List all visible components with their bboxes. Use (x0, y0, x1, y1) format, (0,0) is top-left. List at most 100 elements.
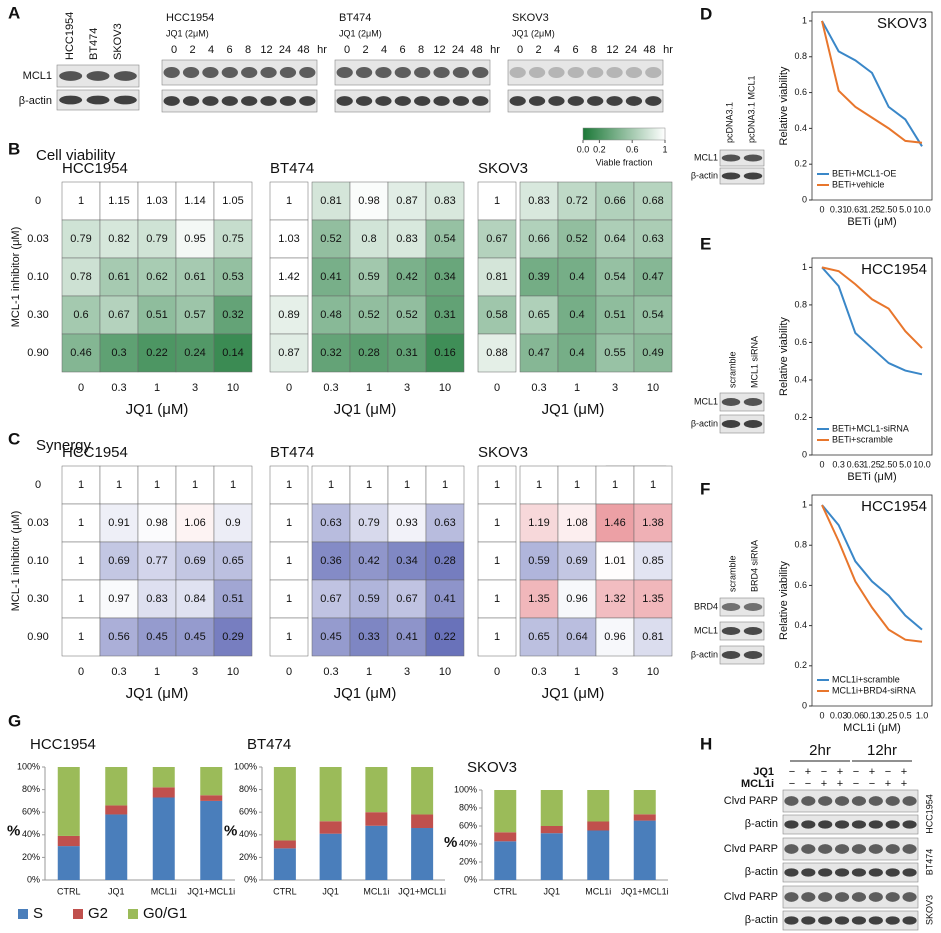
heatmap-cell (387, 503, 427, 543)
blot-band (375, 96, 392, 106)
heatmap-cell (99, 465, 139, 505)
y-tick-label: 0.30 (27, 309, 48, 321)
x-tick-label: 2.50 (880, 459, 898, 469)
cell-value: 0.28 (434, 555, 455, 567)
blot-band (784, 796, 799, 806)
cell-value: 1 (286, 631, 292, 643)
bar-segment (200, 795, 223, 801)
data-line (821, 20, 923, 144)
x-tick-label: MCL1i (151, 886, 177, 896)
cell-value: 0.42 (396, 271, 417, 283)
bar-segment (411, 814, 434, 829)
cell-value: 1.05 (222, 195, 243, 207)
cell-value: 0.51 (604, 309, 625, 321)
cell-value: 0.63 (642, 233, 663, 245)
blot-membrane (507, 59, 664, 86)
cell-value: 1 (328, 479, 334, 491)
treatment-sign: + (837, 778, 843, 790)
heatmap-cell (137, 295, 177, 335)
cell-value: 0.83 (434, 195, 455, 207)
heatmap-cell (633, 219, 673, 259)
heatmap-cell (477, 181, 517, 221)
blot-band (414, 67, 431, 78)
colorbar-label: Viable fraction (596, 157, 653, 167)
time-label: 8 (418, 44, 424, 56)
cell-value: 0.98 (358, 195, 379, 207)
cell-value: 1 (494, 517, 500, 529)
y-tick-label: 80% (22, 784, 40, 794)
data-line (821, 20, 923, 147)
x-axis-label: JQ1 (μM) (542, 685, 605, 702)
time-label: 6 (226, 44, 232, 56)
cell-value: 0.83 (528, 195, 549, 207)
time-label: 8 (245, 44, 251, 56)
cell-value: 0.4 (569, 309, 584, 321)
time-label: 0 (517, 44, 523, 56)
blot-band (818, 916, 833, 925)
cell-value: 1 (230, 479, 236, 491)
blot-band (834, 892, 850, 902)
blot-title: SKOV3 (512, 12, 549, 24)
y-tick-label: 0.8 (794, 299, 807, 309)
bar-segment (273, 840, 296, 849)
heatmap-cell (175, 295, 215, 335)
blot-band (801, 916, 816, 925)
heatmap-cell (311, 465, 351, 505)
row-label: Clvd PARP (724, 891, 778, 903)
blot-band (202, 96, 219, 106)
heatmap-cell (175, 617, 215, 657)
blot-band (851, 820, 867, 829)
cell-value: 0.34 (434, 271, 455, 283)
cell-value: 0.41 (434, 593, 455, 605)
bar-segment (105, 814, 128, 880)
y-tick-label: 0.2 (794, 660, 807, 670)
blot-title: BT474 (339, 12, 371, 24)
heatmap-cell (519, 333, 559, 373)
heatmap-cell (137, 465, 177, 505)
cell-value: 0.77 (146, 555, 167, 567)
blot-band (279, 67, 297, 78)
x-tick-label: JQ1+MCL1i (621, 886, 669, 896)
blot-band (260, 67, 277, 78)
treatment-sign: − (821, 766, 827, 778)
cell-value: 1 (78, 593, 84, 605)
heatmap-cell (557, 541, 597, 581)
treatment-sign: − (853, 778, 859, 790)
bar-segment (152, 787, 175, 798)
panel-letter: D (700, 4, 712, 23)
bar-segment (57, 846, 80, 880)
heatmap-cell (175, 333, 215, 373)
time-label: 12hr (867, 742, 897, 759)
row-label: MCL1 (694, 625, 718, 635)
heatmap-cell (425, 257, 465, 297)
cell-value: 1 (154, 479, 160, 491)
x-tick-label: 3 (192, 382, 198, 394)
heatmap-cell (213, 503, 253, 543)
bar-segment (57, 767, 80, 836)
row-label: BRD4 (694, 601, 718, 611)
x-tick-label: 1 (154, 382, 160, 394)
heatmap-cell (519, 465, 559, 505)
x-tick-label: 1.25 (863, 459, 881, 469)
cell-value: 0.84 (184, 593, 205, 605)
x-tick-label: 0.31 (830, 204, 848, 214)
x-tick-label: 0.3 (111, 666, 126, 678)
y-tick-label: 0 (802, 194, 807, 204)
heatmap-cell (61, 333, 101, 373)
heatmap-cell (477, 541, 517, 581)
cell-value: 0.91 (108, 517, 129, 529)
blot-band (868, 892, 883, 902)
heatmap-cell (477, 257, 517, 297)
cell-value: 0.82 (108, 233, 129, 245)
cell-value: 1 (286, 593, 292, 605)
heatmap-cell (269, 219, 309, 259)
cell-value: 0.53 (222, 271, 243, 283)
y-tick-label: 0.8 (794, 51, 807, 61)
lane-label: pcDNA3.1 (724, 102, 734, 143)
blot-band (452, 96, 470, 106)
heatmap-cell (477, 579, 517, 619)
heatmap-cell (425, 541, 465, 581)
blot-band (721, 603, 741, 611)
heatmap-cell (61, 465, 101, 505)
cell-value: 0.49 (642, 347, 663, 359)
